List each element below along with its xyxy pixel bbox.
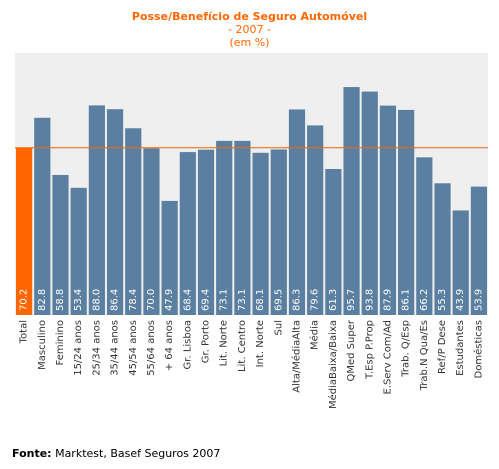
tick-label-17: MédiaBaixa/Baixa — [327, 320, 339, 409]
bar-5 — [106, 109, 124, 315]
bar-7 — [143, 148, 160, 315]
tick-label-2: Feminino — [55, 320, 66, 365]
data-label-15: 86.3 — [291, 289, 302, 311]
data-label-22: 66.2 — [419, 289, 430, 311]
data-label-19: 93.8 — [364, 289, 375, 311]
data-label-7: 70.0 — [146, 289, 157, 311]
bar-4 — [88, 105, 105, 316]
data-label-8: 47.9 — [164, 289, 175, 311]
bar-11 — [216, 140, 233, 315]
tick-label-14: Sul — [273, 320, 284, 335]
data-label-10: 69.4 — [201, 289, 212, 311]
tick-label-12: Lit. Centro — [237, 320, 248, 372]
bar-1 — [34, 117, 51, 315]
data-label-21: 86.1 — [401, 289, 412, 311]
data-label-24: 43.9 — [455, 289, 466, 311]
tick-label-19: T.Esp P.Prop — [364, 320, 375, 380]
tick-label-25: Domésticas — [472, 320, 484, 378]
source-text: Marktest, Basef Seguros 2007 — [51, 447, 221, 460]
data-label-23: 55.3 — [437, 289, 448, 311]
data-label-4: 88.0 — [91, 289, 102, 311]
bar-3 — [70, 187, 87, 315]
tick-label-23: Ref/P Dese — [437, 320, 448, 374]
bar-14 — [270, 149, 287, 315]
data-label-11: 73.1 — [219, 289, 230, 311]
chart-unit-note: (em %) — [229, 36, 270, 49]
tick-label-22: Trab.N Qua/Es — [419, 320, 430, 391]
bar-22 — [416, 157, 433, 315]
data-label-25: 53.9 — [473, 289, 484, 311]
tick-label-20: E.Serv Com/Ad — [382, 320, 393, 394]
tick-label-6: 45/54 anos — [128, 320, 139, 376]
bar-18 — [343, 87, 360, 315]
bar-21 — [398, 109, 415, 316]
bar-8 — [161, 200, 178, 315]
tick-label-9: Gr. Lisboa — [182, 320, 193, 369]
source-label: Fonte: — [12, 447, 52, 460]
bar-2 — [52, 174, 69, 315]
bar-15 — [288, 109, 306, 315]
bar-23 — [434, 183, 451, 315]
tick-label-21: Trab. Q/Esp — [401, 320, 412, 378]
data-label-17: 61.3 — [328, 289, 339, 311]
tick-label-10: Gr. Porto — [201, 320, 212, 363]
data-label-13: 68.1 — [255, 289, 266, 311]
bar-0 — [16, 147, 33, 315]
source-note: Fonte: Marktest, Basef Seguros 2007 — [12, 447, 220, 460]
bar-9 — [179, 152, 196, 315]
data-label-0: 70.2 — [19, 289, 30, 311]
bar-24 — [452, 210, 469, 315]
bar-16 — [307, 125, 324, 315]
data-label-5: 86.4 — [110, 289, 121, 311]
chart-title: Posse/Benefício de Seguro Automóvel — [131, 10, 368, 23]
data-label-12: 73.1 — [237, 289, 248, 311]
tick-label-11: Lit. Norte — [219, 320, 230, 366]
data-label-16: 79.6 — [310, 289, 321, 311]
bar-20 — [379, 105, 397, 315]
bar-17 — [325, 168, 342, 315]
tick-label-16: Média — [309, 320, 321, 350]
tick-label-24: Estudantes — [455, 320, 466, 376]
tick-label-5: 35/44 anos — [110, 320, 121, 376]
bar-13 — [252, 152, 269, 315]
tick-label-13: Int. Norte — [255, 320, 266, 367]
bar-19 — [361, 91, 378, 316]
tick-label-3: 15/24 anos — [73, 320, 84, 376]
tick-label-7: 55/64 anos — [146, 320, 157, 376]
tick-label-18: QMed Super — [346, 319, 357, 381]
bar-10 — [197, 149, 215, 315]
bar-25 — [470, 186, 487, 315]
tick-label-4: 25/34 anos — [91, 320, 102, 376]
data-label-1: 82.8 — [37, 289, 48, 311]
tick-label-1: Masculino — [37, 320, 48, 370]
data-label-3: 53.4 — [73, 289, 84, 311]
tick-label-0: Total — [19, 320, 30, 344]
tick-label-8: + 64 anos — [164, 320, 175, 371]
data-label-20: 87.9 — [382, 289, 393, 311]
chart-subtitle: - 2007 - — [228, 23, 271, 36]
tick-label-15: Alta/MédiaAlta — [290, 320, 302, 393]
data-label-6: 78.4 — [128, 289, 139, 311]
bar-12 — [234, 140, 251, 315]
data-label-2: 58.8 — [55, 289, 66, 311]
data-label-14: 69.5 — [273, 289, 284, 311]
data-label-18: 95.7 — [346, 289, 357, 311]
data-label-9: 68.4 — [182, 289, 193, 311]
bar-6 — [125, 128, 142, 315]
